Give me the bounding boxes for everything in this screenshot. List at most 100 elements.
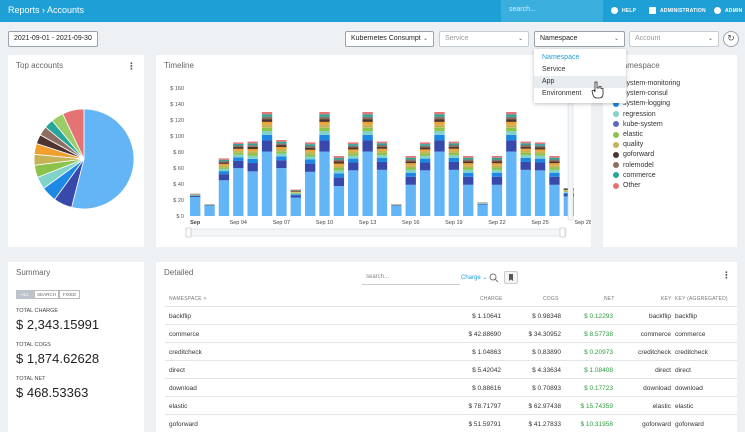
table-search-input[interactable]: search... (362, 269, 460, 285)
timeline-bar-segment[interactable] (233, 145, 244, 148)
timeline-bar-segment[interactable] (506, 140, 517, 152)
table-row[interactable]: backflip $ 1.10641 $ 0.98348 $ 0.12293 backf… (165, 306, 737, 324)
timeline-bar-segment[interactable] (491, 159, 503, 162)
timeline-bar-segment[interactable] (419, 149, 431, 152)
timeline-bar-segment[interactable] (348, 153, 359, 156)
timeline-bar-segment[interactable] (233, 148, 244, 151)
timeline-bar-segment[interactable] (534, 144, 546, 146)
timeline-bar-segment[interactable] (247, 146, 258, 150)
timeline-bar-segment[interactable] (348, 147, 359, 150)
timeline-bar-segment[interactable] (348, 162, 359, 171)
timeline-bar-segment[interactable] (304, 144, 316, 146)
detailed-menu-button[interactable]: ⋮ (722, 270, 731, 280)
timeline-bar-segment[interactable] (491, 165, 503, 168)
timeline-bar-segment[interactable] (362, 116, 373, 120)
timeline-bar-segment[interactable] (290, 191, 301, 192)
timeline-bar-segment[interactable] (434, 121, 445, 125)
timeline-bar-segment[interactable] (405, 169, 416, 173)
timeline-bar-segment[interactable] (405, 176, 416, 185)
timeline-bar-segment[interactable] (376, 141, 388, 144)
timeline-bar-segment[interactable] (261, 130, 273, 135)
timeline-bar-segment[interactable] (233, 160, 244, 169)
timeline-bar-segment[interactable] (376, 157, 388, 162)
table-row[interactable]: elastic $ 78.71797 $ 62.97438 $ 15.74359 ela… (165, 396, 737, 414)
segment-all[interactable]: ALL (16, 290, 34, 299)
timeline-bar-segment[interactable] (247, 158, 258, 164)
pie-slice[interactable] (62, 108, 85, 160)
timeline-bar-segment[interactable] (448, 144, 460, 147)
timeline-bar-segment[interactable] (276, 148, 287, 152)
timeline-bar-segment[interactable] (333, 177, 345, 186)
timeline-bar-segment[interactable] (348, 151, 359, 154)
timeline-bar-segment[interactable] (376, 155, 388, 158)
timeline-bar-segment[interactable] (419, 147, 431, 150)
timeline-bar-segment[interactable] (434, 130, 445, 135)
menu-item-service[interactable]: Service (542, 66, 566, 73)
timeline-bar-segment[interactable] (276, 156, 287, 161)
timeline-bar-segment[interactable] (434, 116, 445, 120)
timeline-bar-segment[interactable] (319, 112, 330, 115)
group-by-select[interactable]: Namespace ⌄ (534, 31, 625, 47)
timeline-bar-segment[interactable] (362, 124, 373, 128)
timeline-bar-segment[interactable] (290, 194, 301, 196)
timeline-bar-segment[interactable] (419, 162, 431, 171)
col-header-key[interactable]: KEY (661, 296, 672, 302)
timeline-bar-segment[interactable] (434, 127, 445, 131)
timeline-bar-segment[interactable] (434, 119, 445, 122)
timeline-bar-segment[interactable] (319, 151, 330, 216)
timeline-bar-segment[interactable] (233, 142, 244, 144)
timeline-bar-segment[interactable] (204, 205, 215, 216)
timeline-bar-segment[interactable] (304, 154, 316, 157)
timeline-bar-segment[interactable] (290, 191, 301, 193)
timeline-bar-segment[interactable] (218, 167, 230, 169)
timeline-bar-segment[interactable] (448, 150, 460, 153)
table-row[interactable]: creditcheck $ 1.04863 $ 0.83890 $ 0.20973 cr… (165, 342, 737, 360)
timeline-bar-segment[interactable] (448, 161, 460, 170)
timeline-bar-segment[interactable] (434, 151, 445, 216)
timeline-bar-segment[interactable] (276, 140, 287, 142)
timeline-bar-segment[interactable] (549, 161, 560, 164)
timeline-bar-segment[interactable] (520, 157, 531, 162)
timeline-bar-segment[interactable] (506, 134, 517, 141)
segment-search[interactable]: SEARCH (34, 290, 59, 299)
timeline-bar-segment[interactable] (304, 142, 316, 145)
timeline-bar-segment[interactable] (463, 184, 474, 216)
timeline-bar-segment[interactable] (491, 184, 503, 216)
range-slider-handle[interactable] (185, 227, 192, 238)
timeline-bar-segment[interactable] (261, 112, 273, 115)
timeline-bar-segment[interactable] (434, 140, 445, 152)
timeline-bar-segment[interactable] (276, 141, 287, 144)
timeline-bar-segment[interactable] (233, 152, 244, 155)
timeline-bar-segment[interactable] (348, 144, 359, 146)
timeline-bar-segment[interactable] (405, 157, 416, 160)
timeline-bar-segment[interactable] (491, 163, 503, 166)
timeline-bar-segment[interactable] (233, 157, 244, 161)
timeline-bar-segment[interactable] (362, 114, 373, 117)
timeline-bar-segment[interactable] (319, 116, 330, 120)
timeline-bar-segment[interactable] (261, 151, 273, 216)
timeline-bar-segment[interactable] (218, 174, 230, 181)
timeline-bar-segment[interactable] (348, 170, 359, 216)
timeline-bar-segment[interactable] (276, 160, 287, 169)
timeline-bar-segment[interactable] (534, 170, 546, 216)
legend-item[interactable]: Other (613, 182, 641, 189)
timeline-bar-segment[interactable] (463, 156, 474, 158)
timeline-bar-segment[interactable] (218, 158, 230, 160)
timeline-bar-segment[interactable] (218, 161, 230, 163)
timeline-bar-segment[interactable] (520, 169, 531, 216)
timeline-bar-segment[interactable] (506, 112, 517, 115)
timeline-bar-segment[interactable] (549, 169, 560, 173)
timeline-bar-segment[interactable] (520, 152, 531, 156)
timeline-bar-segment[interactable] (319, 134, 330, 141)
timeline-bar-segment[interactable] (190, 196, 201, 197)
timeline-bar-segment[interactable] (419, 145, 431, 148)
timeline-bar-segment[interactable] (218, 168, 230, 172)
timeline-bar-segment[interactable] (233, 147, 244, 149)
timeline-bar-segment[interactable] (491, 172, 503, 177)
table-row[interactable]: commerce $ 42.88690 $ 34.30952 $ 8.57738 com… (165, 324, 737, 342)
timeline-bar-segment[interactable] (276, 143, 287, 146)
timeline-bar-segment[interactable] (549, 159, 560, 162)
timeline-bar-segment[interactable] (506, 151, 517, 216)
timeline-bar-segment[interactable] (520, 143, 531, 145)
timeline-bar-segment[interactable] (333, 156, 345, 158)
